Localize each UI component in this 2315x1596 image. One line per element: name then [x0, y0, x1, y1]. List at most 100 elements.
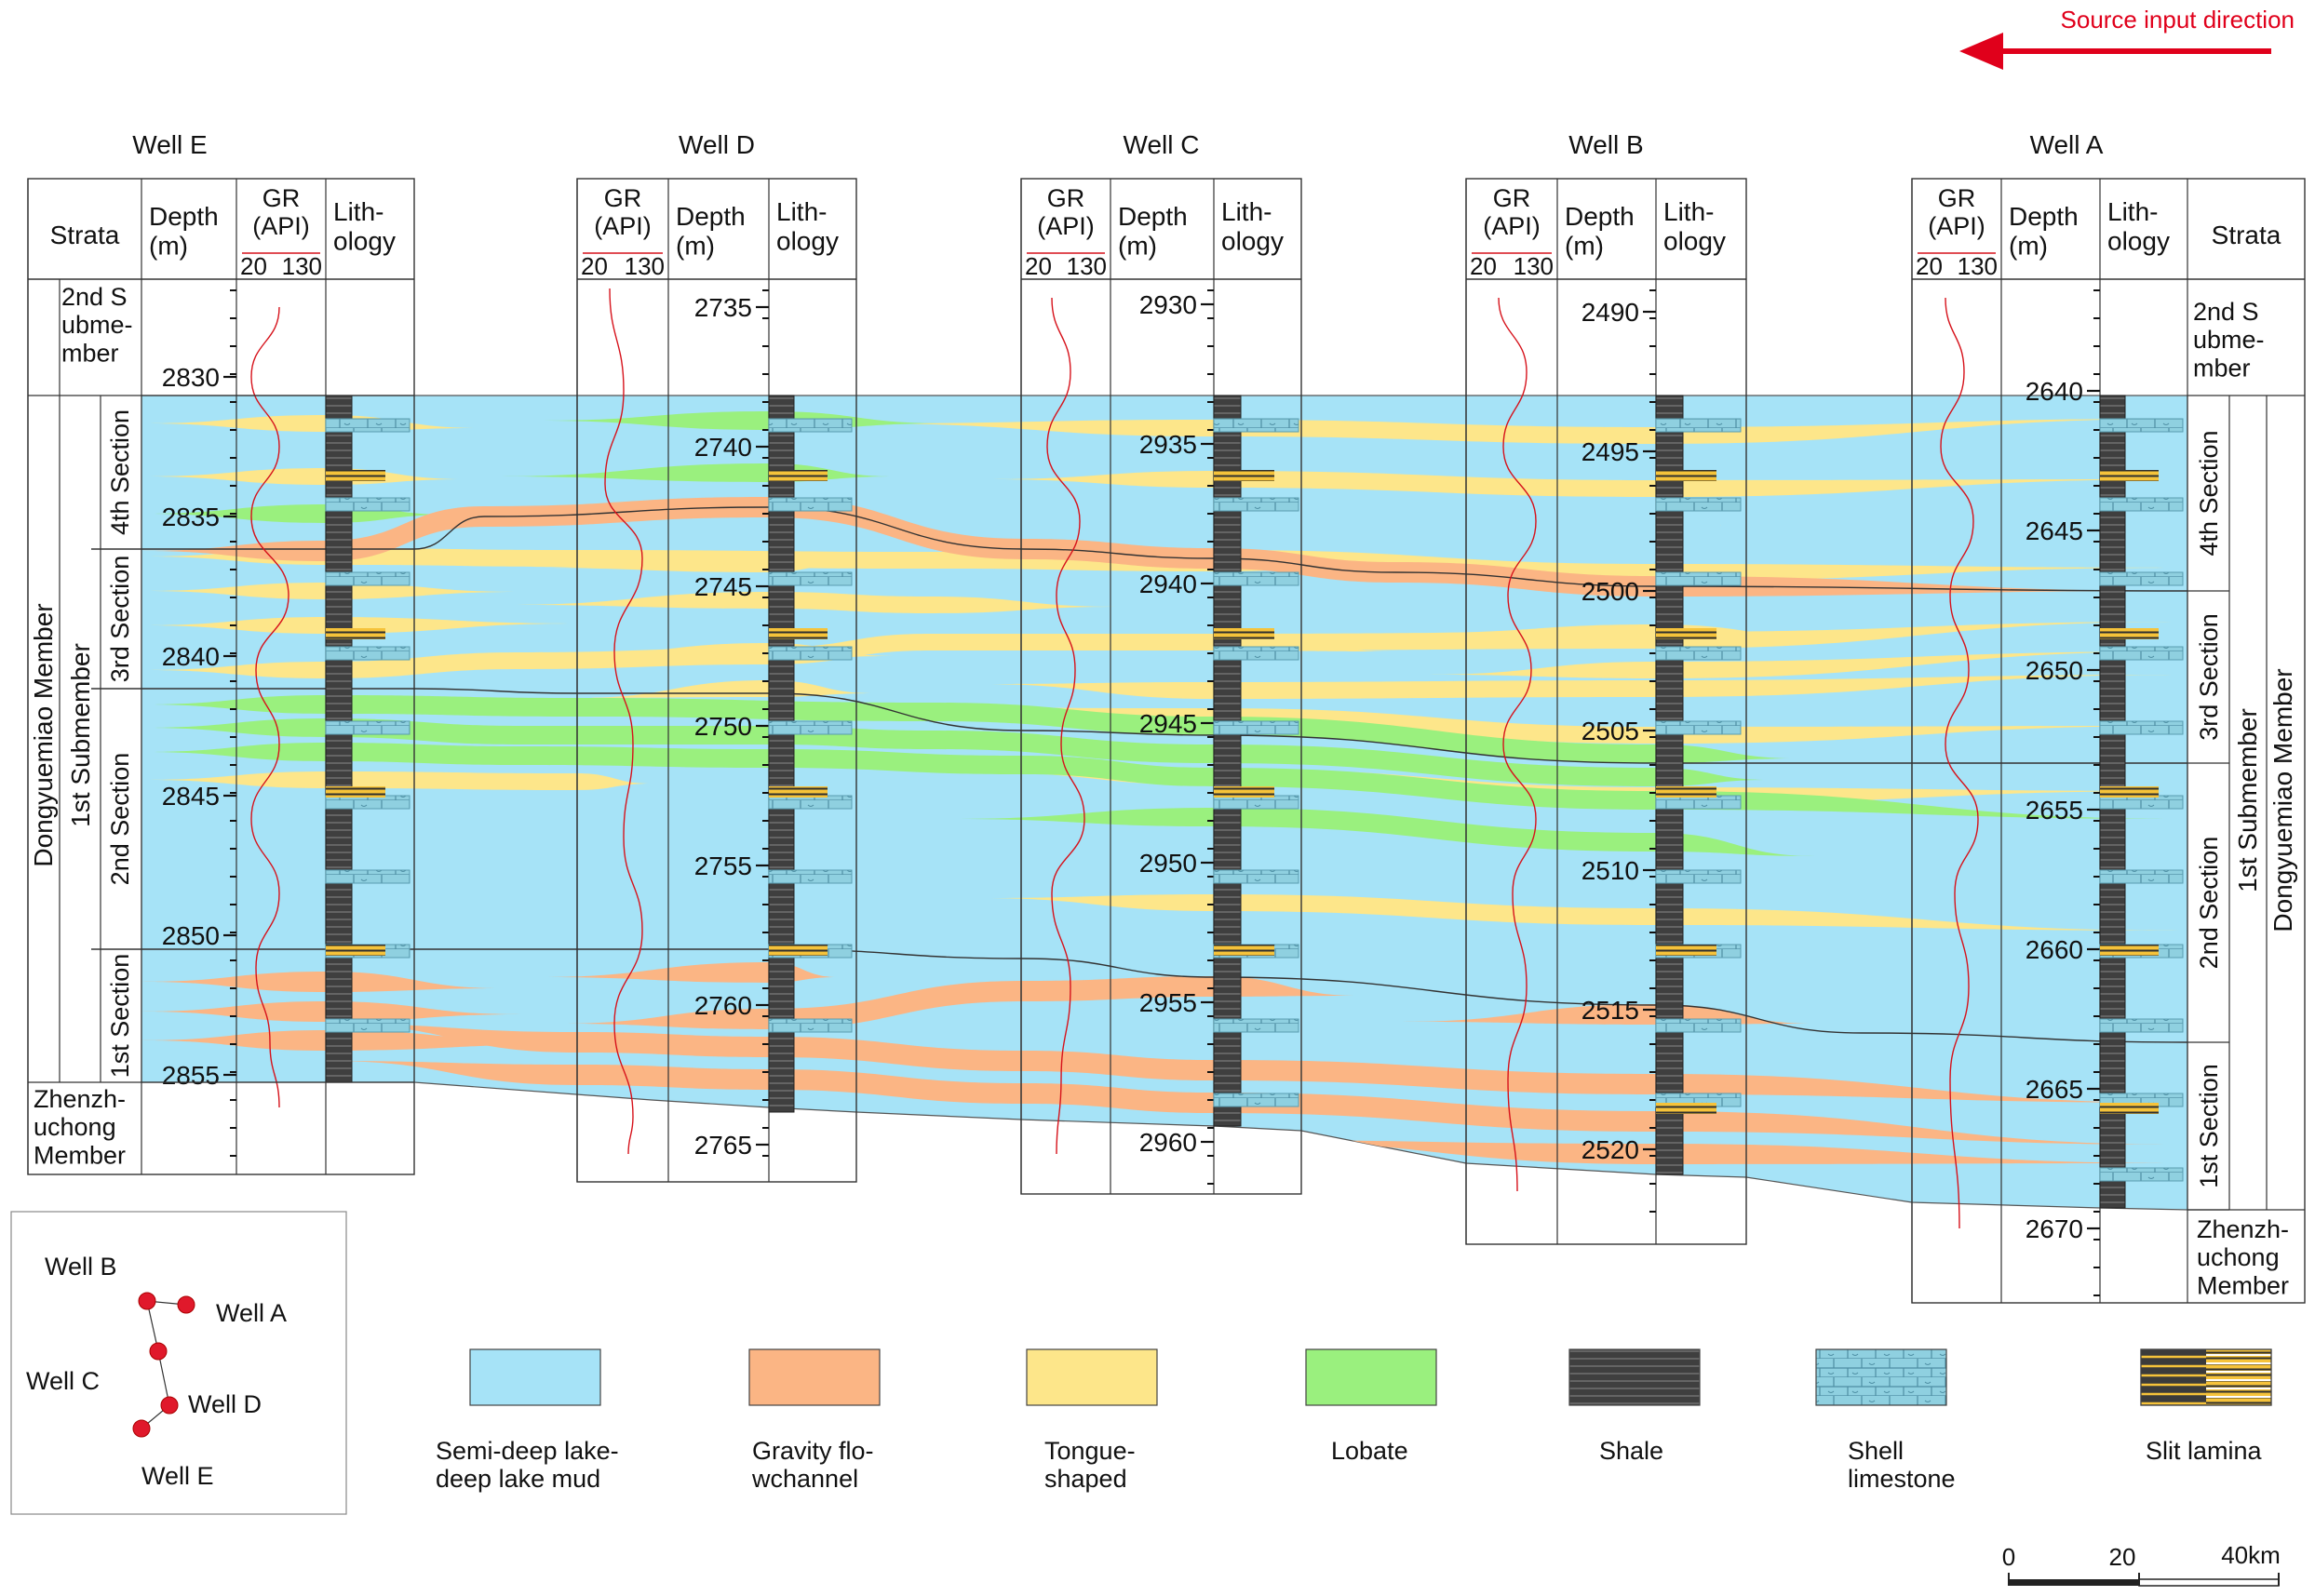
shell-limestone-lens [2099, 1018, 2184, 1033]
depth-label: 2520 [1581, 1135, 1639, 1164]
gr-curve [1046, 297, 1085, 1155]
gr-curve [1940, 297, 1979, 1229]
legend-item-tongue: Tongue-shaped [1026, 1348, 1158, 1493]
submember-label-left: 1st Submember [66, 643, 95, 827]
shell-limestone-lens [1655, 1018, 1742, 1033]
legend-item-lamina: Slit lamina [2140, 1348, 2272, 1465]
channel-layer [141, 972, 503, 992]
gr-min: 20 [581, 252, 608, 280]
slit-lamina-mark [1656, 628, 1716, 639]
scale-bar-light [2138, 1578, 2280, 1587]
legend-swatch [1305, 1348, 1437, 1406]
shell-limestone-lens [768, 646, 853, 661]
shell-limestone-lens [2099, 1167, 2184, 1182]
gr-min: 20 [1916, 252, 1943, 280]
lobate-layer [141, 695, 1797, 763]
inset-label: Well B [45, 1253, 117, 1281]
inset-well-dot [177, 1295, 195, 1314]
well-column-well-b: GR (API) 20 130 Depth (m) Lith-ology 2490 2495 25… [1465, 130, 1747, 1245]
gr-max: 130 [1067, 252, 1107, 280]
slit-lamina-mark [1214, 628, 1274, 639]
section-label-right: 1st Section [2195, 1064, 2223, 1188]
gr-header: GR (API) [1483, 184, 1541, 240]
depth-label: 2855 [162, 1061, 220, 1090]
legend-item-channel: Gravity flo-wchannel [748, 1348, 881, 1493]
submember-label-right: 1st Submember [2233, 708, 2262, 892]
location-inset: Well B Well A Well C Well D Well E [10, 1211, 347, 1515]
shell-limestone-lens [2099, 571, 2184, 586]
depth-label: 2495 [1581, 437, 1639, 466]
depth-label: 2845 [162, 782, 220, 811]
slit-lamina-mark [2100, 628, 2159, 639]
depth-label: 2945 [1139, 709, 1197, 738]
tongue-layer [1424, 651, 2187, 678]
gr-header: GR (API) [252, 184, 310, 240]
section-boundary-line [90, 688, 2187, 764]
depth-label: 2490 [1581, 298, 1639, 327]
depth-label: 2745 [694, 572, 752, 601]
slit-lamina-mark [1214, 470, 1274, 481]
strata-header: Strata [50, 221, 120, 249]
shell-limestone-lens [1655, 869, 1742, 884]
tongue-layer [521, 556, 838, 572]
slit-lamina-mark [2100, 470, 2159, 481]
channel-layer [141, 1030, 577, 1051]
lobate-layer [141, 718, 1769, 786]
shell-limestone-lens [1213, 795, 1299, 810]
depth-label: 2735 [694, 293, 752, 322]
depth-header: Depth (m) [1118, 202, 1188, 260]
well-name: Well E [132, 130, 207, 159]
slit-lamina-mark [2100, 786, 2159, 798]
well-column-well-a: Strata GR (API) 20 130 Depth (m) Lith-ology 2640… [1911, 130, 2306, 1304]
depth-header: Depth (m) [676, 202, 746, 260]
shell-limestone-lens [2099, 497, 2184, 512]
scale-bar: 0 20 40km [2002, 1541, 2281, 1587]
shell-limestone-lens [768, 720, 853, 735]
shell-limestone-lens [325, 720, 411, 735]
well-column-well-e: Strata GR (API) 20 130 Depth (m) Lith-ology 2830… [27, 130, 415, 1175]
depth-label: 2960 [1139, 1128, 1197, 1157]
depth-label: 2750 [694, 712, 752, 741]
gr-max: 130 [282, 252, 322, 280]
depth-label: 2660 [2026, 935, 2083, 964]
depth-label: 2650 [2026, 656, 2083, 685]
shell-limestone-lens [1655, 497, 1742, 512]
shell-limestone-lens [768, 418, 853, 433]
shell-limestone-lens [1213, 1093, 1299, 1107]
section-label-right: 2nd Section [2195, 837, 2223, 970]
well-name: Well C [1124, 130, 1200, 159]
slit-lamina-mark [1214, 945, 1274, 956]
shell-limestone-lens [2099, 646, 2184, 661]
inset-label: Well E [141, 1462, 214, 1490]
section-label-left: 2nd Section [106, 753, 134, 886]
slit-lamina-mark [1214, 786, 1274, 798]
depth-label: 2670 [2026, 1214, 2083, 1243]
well-column-well-d: GR (API) 20 130 Depth (m) Lith-ology 2735 2740 27… [576, 130, 857, 1183]
shell-limestone-lens [2099, 869, 2184, 884]
slit-lamina-mark [2100, 945, 2159, 956]
member-label-right: Dongyuemiao Member [2268, 668, 2297, 932]
member-label-left: Dongyuemiao Member [29, 603, 58, 866]
scale-bar-dark [2009, 1579, 2139, 1586]
depth-header: Depth (m) [149, 202, 219, 260]
depth-label: 2835 [162, 503, 220, 531]
shell-limestone-lens [1213, 571, 1299, 586]
depth-label: 2935 [1139, 430, 1197, 459]
lithology-header: Lith-ology [1221, 197, 1284, 255]
well-column-well-c: GR (API) 20 130 Depth (m) Lith-ology 2930 2935 29… [1020, 130, 1302, 1195]
gr-max: 130 [1514, 252, 1554, 280]
depth-label: 2505 [1581, 717, 1639, 745]
shale-strip [1213, 395, 1242, 1127]
inset-label: Well D [188, 1390, 262, 1418]
gr-max: 130 [625, 252, 665, 280]
channel-layer [559, 976, 1359, 1029]
legend-label: Lobate [1331, 1437, 1408, 1465]
shale-strip [1655, 395, 1684, 1175]
depth-label: 2655 [2026, 796, 2083, 825]
shell-limestone-lens [768, 869, 853, 884]
scale-label: 0 [2002, 1543, 2015, 1571]
shell-limestone-lens [325, 1018, 411, 1033]
depth-header: Depth (m) [1565, 202, 1635, 260]
